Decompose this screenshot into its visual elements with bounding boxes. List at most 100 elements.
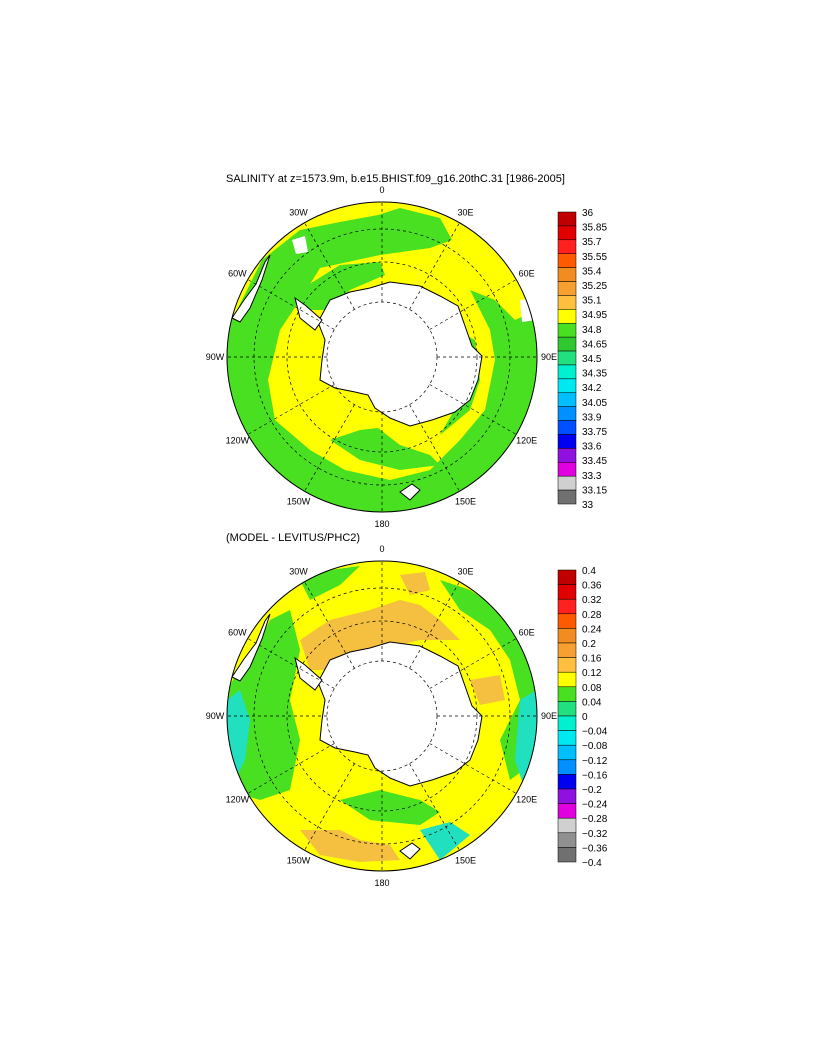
colorbar-swatch (557, 613, 577, 629)
colorbar-label: 34.65 (582, 339, 607, 350)
colorbar-label: −0.24 (582, 800, 608, 811)
colorbar-label: 35.1 (582, 296, 602, 307)
colorbar-label: 33.6 (582, 442, 602, 453)
colorbar-label: −0.36 (582, 843, 608, 854)
colorbar-swatch (557, 350, 577, 366)
colorbar-swatch (557, 774, 577, 790)
longitude-label: 90W (206, 711, 225, 721)
meridian-line (409, 581, 460, 669)
meridian-line (304, 763, 355, 851)
longitude-labels: 0 30E 60E 90E 120E 150E 180 150W 120W 90W 60W 30W (206, 185, 557, 529)
longitude-label: 120W (226, 436, 250, 446)
longitude-labels: 0 30E 60E 90E 120E 150E 180 150W 120W 90W 60W 30W (206, 544, 557, 888)
colorbar-swatch (557, 225, 577, 241)
longitude-label: 60W (228, 628, 247, 638)
colorbar-swatch (557, 788, 577, 804)
colorbar-swatch (557, 671, 577, 688)
colorbar-label: 0.28 (582, 610, 602, 621)
colorbar-label: 0.04 (582, 697, 602, 708)
colorbar-label: 0 (582, 712, 588, 723)
panel-difference: (MODEL - LEVITUS/PHC2) (206, 532, 608, 888)
colorbar-swatch (557, 686, 577, 702)
colorbar-swatch (557, 406, 577, 421)
meridian-line (247, 638, 335, 689)
colorbar-label: 33.15 (582, 485, 607, 496)
ocean-inner-band (300, 262, 385, 310)
new-zealand-land (399, 483, 421, 501)
colorbar-label: 35.7 (582, 237, 602, 248)
colorbar-label: 35.55 (582, 252, 607, 263)
map-boundary (226, 560, 538, 872)
colorbar-swatch (557, 420, 577, 435)
longitude-label: 60W (228, 269, 247, 279)
antarctic-peninsula (294, 656, 323, 691)
colorbar-label: −0.04 (582, 727, 608, 738)
colorbar-label: 0.12 (582, 668, 602, 679)
south-america-land (231, 613, 271, 682)
colorbar-label: 33.3 (582, 471, 602, 482)
longitude-label: 90E (541, 711, 557, 721)
meridian-line (409, 763, 460, 851)
meridian-line (429, 279, 517, 330)
meridian-line (247, 279, 335, 330)
south-america-land (231, 254, 271, 323)
panel-title: (MODEL - LEVITUS/PHC2) (226, 532, 360, 544)
colorbar-label: 0.32 (582, 595, 602, 606)
meridian-line (409, 404, 460, 492)
map-boundary (226, 201, 538, 513)
longitude-label: 30W (289, 566, 308, 576)
colorbar-swatch (557, 462, 577, 477)
meridian-line (429, 638, 517, 689)
longitude-label: 120W (226, 795, 250, 805)
colorbar-swatch (557, 847, 577, 863)
longitude-label: 120E (516, 436, 537, 446)
colorbar-label: 33 (582, 500, 594, 511)
ocean-edge-band (340, 790, 440, 825)
colorbar: 0.4 0.36 0.32 0.28 0.24 0.2 0.16 0.12 0.08 0.04 0 −… (557, 566, 608, 869)
longitude-label: 60E (519, 628, 535, 638)
antarctica-land (317, 281, 483, 427)
longitude-label: 0 (379, 185, 384, 195)
colorbar-label: −0.28 (582, 814, 608, 825)
ocean-edge-band (300, 566, 360, 600)
colorbar-swatch (557, 239, 577, 254)
colorbar-swatch (557, 267, 577, 282)
colorbar-swatch (557, 392, 577, 407)
meridian-line (304, 222, 355, 310)
colorbar-label: 0.08 (582, 683, 602, 694)
colorbar-swatch (557, 309, 577, 324)
colorbar-label: −0.16 (582, 770, 608, 781)
colorbar-label: 35.4 (582, 266, 602, 277)
longitude-label: 150E (455, 497, 476, 507)
longitude-label: 150E (455, 856, 476, 866)
colorbar-label: 0.16 (582, 654, 602, 665)
colorbar-swatch (557, 730, 577, 746)
missing-data (520, 298, 536, 322)
ocean-negative-band (420, 822, 470, 860)
colorbar-swatch (557, 253, 577, 268)
meridian-line (247, 743, 335, 794)
colorbar-label: 33.9 (582, 412, 602, 423)
colorbar-swatch (557, 759, 577, 775)
ocean-positive-band (470, 675, 505, 705)
longitude-label: 60E (519, 269, 535, 279)
colorbar-label: 0.24 (582, 624, 602, 635)
polar-map: 0 30E 60E 90E 120E 150E 180 150W 120W 90W 60W 30W (206, 185, 557, 529)
colorbar-label: 34.05 (582, 398, 607, 409)
colorbar: 36 35.85 35.7 35.55 35.4 35.25 35.1 34.95 34.8 34… (557, 208, 607, 511)
panel-salinity: SALINITY at z=1573.9m, b.e15.BHIST.f09_g… (206, 173, 608, 529)
colorbar-swatch (557, 584, 577, 600)
meridian-line (304, 404, 355, 492)
ocean-positive-band (300, 830, 400, 862)
colorbar-swatch (557, 489, 577, 505)
meridians (227, 561, 537, 871)
colorbar-label: 34.5 (582, 354, 602, 365)
panel-title: SALINITY at z=1573.9m, b.e15.BHIST.f09_g… (226, 173, 565, 185)
colorbar-swatch (557, 803, 577, 819)
longitude-label: 90E (541, 352, 557, 362)
colorbar-swatch (557, 569, 577, 585)
longitude-label: 150W (287, 497, 311, 507)
meridian-line (429, 384, 517, 435)
meridian-line (409, 222, 460, 310)
